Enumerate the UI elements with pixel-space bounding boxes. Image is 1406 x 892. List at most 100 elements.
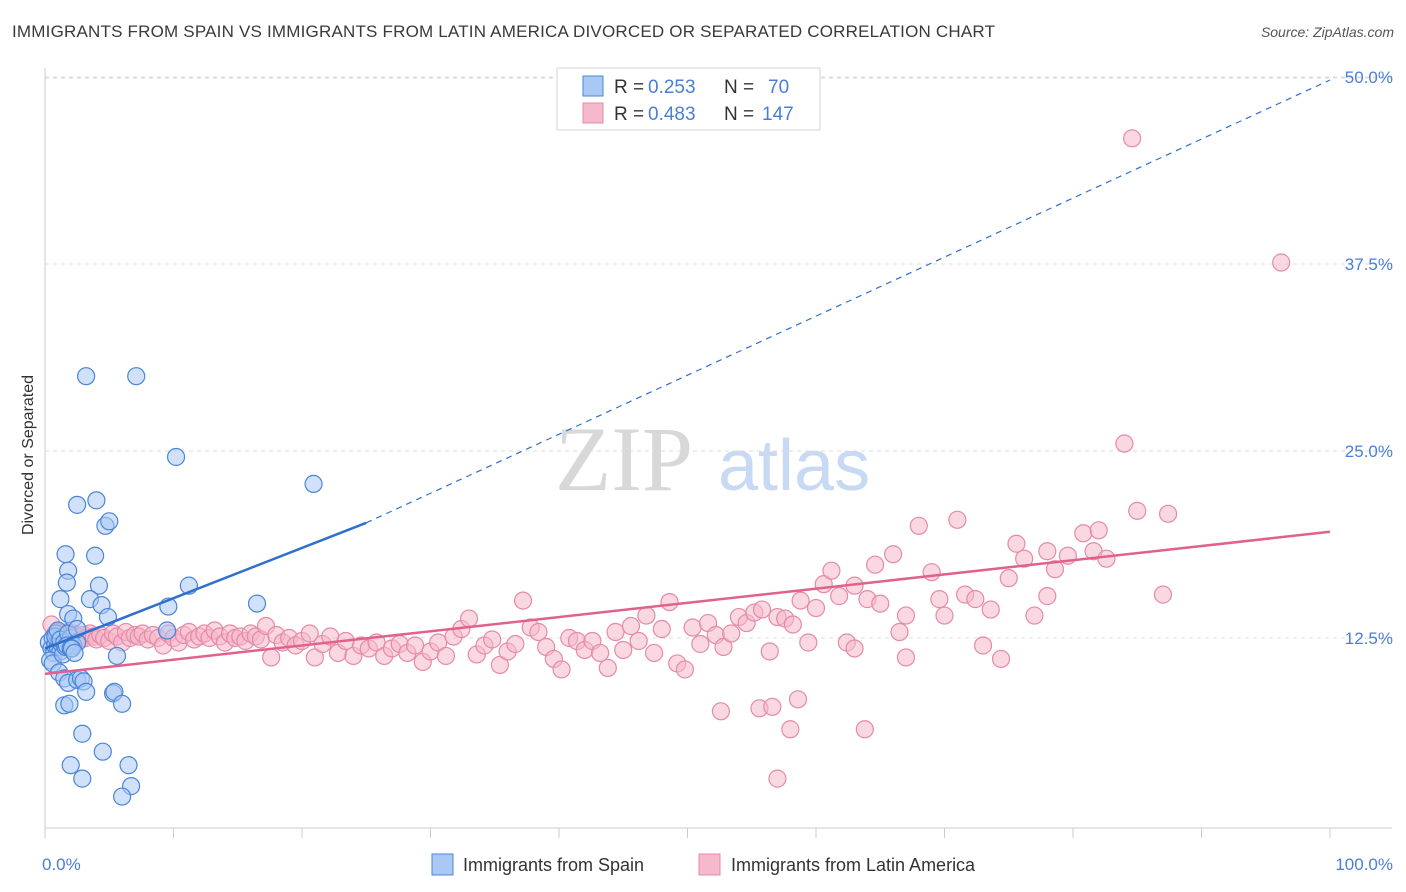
latin-america-point-130	[871, 594, 890, 613]
latin-america-point-155	[1097, 549, 1116, 568]
latin-america-point-132	[890, 622, 909, 642]
latin-america-point-150	[1038, 542, 1057, 561]
legend-r-label-spain: R =	[614, 77, 644, 98]
latin-america-point-158	[1153, 585, 1173, 604]
latin-america-point-170	[711, 702, 731, 721]
y-tick-label-2: 37.5%	[1345, 255, 1393, 274]
latin-america-point-124	[822, 561, 841, 580]
legend-swatch-latin	[582, 102, 604, 124]
latin-america-point-147	[1025, 606, 1044, 625]
latin-america-point-94	[591, 643, 610, 663]
latin-america-point-145	[1007, 534, 1026, 553]
x-tick-label-max: 100.0%	[1335, 855, 1393, 874]
spain-point-33	[112, 694, 132, 713]
legend-n-label-latin: N =	[724, 104, 754, 125]
spain-trend-extension	[365, 79, 1331, 524]
y-axis-title: Divorced or Separated	[20, 375, 37, 535]
latin-america-point-129	[866, 555, 885, 574]
latin-america-point-161	[1123, 129, 1142, 148]
latin-america-point-89	[552, 660, 571, 679]
latin-america-point-107	[691, 634, 710, 654]
latin-america-point-96	[606, 622, 625, 642]
latin-america-point-135	[922, 563, 941, 582]
latin-america-point-149	[1045, 560, 1065, 579]
y-tick-label-0: 12.5%	[1345, 629, 1393, 648]
latin-america-point-134	[909, 516, 928, 535]
latin-america-point-99	[629, 631, 648, 651]
latin-america-point-137	[935, 606, 954, 625]
spain-trend-line	[44, 521, 367, 650]
y-tick-label-1: 25.0%	[1345, 442, 1393, 461]
chart-title: IMMIGRANTS FROM SPAIN VS IMMIGRANTS FROM…	[12, 22, 996, 41]
bottom-legend-label-latin: Immigrants from Latin America	[731, 855, 976, 875]
latin-america-point-168	[845, 639, 864, 658]
latin-america-point-166	[855, 720, 874, 739]
latin-america-point-83	[506, 634, 525, 654]
watermark-zip: ZIP	[555, 408, 693, 510]
legend-n-value-spain: 70	[768, 77, 789, 98]
legend-r-value-spain: 0.253	[648, 77, 696, 98]
spain-point-51	[56, 545, 75, 564]
latin-america-point-167	[768, 769, 787, 788]
axes	[44, 68, 1392, 838]
latin-america-point-57	[305, 648, 324, 667]
spain-point-48	[87, 491, 106, 510]
latin-america-point-163	[763, 697, 782, 716]
latin-america-point-97	[614, 640, 633, 660]
series-spain	[39, 367, 323, 806]
spain-point-46	[304, 474, 323, 494]
spain-point-37	[93, 742, 112, 761]
latin-america-point-142	[981, 600, 1000, 619]
spain-point-66	[157, 621, 177, 640]
spain-point-50	[100, 512, 119, 531]
latin-america-point-110	[714, 637, 733, 657]
latin-america-point-84	[513, 591, 533, 610]
latin-america-point-169	[896, 648, 916, 667]
spain-point-57	[51, 590, 70, 609]
latin-america-point-101	[644, 643, 664, 663]
latin-america-point-103	[660, 592, 679, 612]
spain-point-69	[107, 646, 127, 666]
x-tick-label-min: 0.0%	[42, 855, 81, 874]
latin-america-point-160	[1272, 253, 1291, 272]
latin-america-point-80	[483, 630, 502, 649]
legend-n-label-spain: N =	[724, 77, 754, 98]
bottom-legend-label-spain: Immigrants from Spain	[463, 855, 644, 875]
latin-america-point-154	[1089, 521, 1108, 540]
chart-source: Source: ZipAtlas.com	[1260, 24, 1394, 40]
bottom-legend-swatch-latin	[698, 853, 721, 876]
latin-america-point-56	[300, 624, 319, 643]
latin-america-point-100	[637, 606, 656, 625]
latin-america-point-144	[999, 569, 1018, 588]
latin-america-point-73	[429, 633, 448, 652]
latin-america-point-50	[262, 648, 281, 667]
spain-point-56	[89, 576, 109, 595]
spain-point-39	[119, 756, 138, 775]
latin-america-point-156	[1115, 434, 1134, 453]
spain-point-45	[166, 447, 186, 467]
latin-america-point-152	[1074, 524, 1093, 543]
y-tick-label-3: 50.0%	[1345, 68, 1393, 87]
latin-america-point-98	[621, 616, 641, 636]
latin-america-point-115	[752, 600, 772, 619]
spain-point-52	[86, 546, 105, 565]
spain-point-68	[65, 643, 84, 663]
latin-america-point-157	[1128, 501, 1147, 520]
latin-america-point-95	[598, 658, 617, 678]
latin-america-point-74	[436, 646, 456, 666]
latin-america-point-133	[896, 606, 916, 625]
latin-america-point-119	[783, 615, 802, 634]
latin-america-point-148	[1038, 587, 1057, 606]
bottom-legend-swatch-spain	[431, 853, 454, 876]
latin-america-point-116	[760, 642, 779, 661]
latin-america-point-138	[948, 510, 967, 529]
spain-point-35	[60, 694, 79, 713]
legend-r-value-latin: 0.483	[648, 104, 696, 125]
spain-point-44	[127, 367, 146, 386]
latin-america-point-105	[675, 660, 695, 679]
latin-america-point-121	[799, 633, 818, 652]
legend: R = 0.253 N = 70 R = 0.483 N = 147	[556, 67, 821, 131]
spain-point-30	[77, 682, 96, 701]
bottom-legend: Immigrants from Spain Immigrants from La…	[431, 853, 976, 876]
